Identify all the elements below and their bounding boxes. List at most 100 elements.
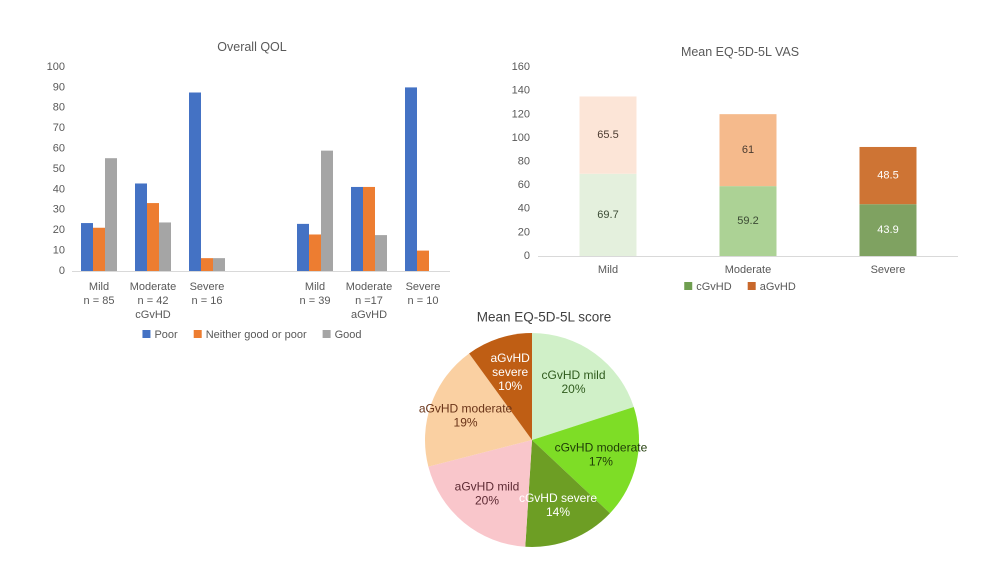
- y-tick-label: 0: [524, 250, 530, 262]
- pie-slice-agvhd-severe: [469, 333, 532, 440]
- bar-poor: [297, 223, 309, 271]
- pie-slice-cgvhd-severe: [525, 440, 610, 548]
- overall-qol-title: Overall QOL: [217, 40, 287, 54]
- data-label: 69.7: [597, 209, 618, 221]
- pie-slices: [425, 333, 639, 548]
- y-tick-label: 90: [53, 81, 65, 93]
- category-label: Mild: [89, 281, 109, 293]
- category-sublabel: n = 85: [84, 295, 115, 307]
- legend: Poor Neither good or poor Good: [142, 329, 362, 341]
- segment-agvhd: [859, 146, 917, 205]
- bar-poor: [189, 92, 201, 271]
- y-tick-label: 30: [53, 204, 65, 216]
- legend-label: Poor: [154, 329, 178, 341]
- bar-neither-good-or-poor: [201, 258, 213, 271]
- category-sublabel: n = 42: [138, 295, 169, 307]
- bar-poor: [405, 87, 417, 272]
- segment-cgvhd: [719, 186, 777, 256]
- y-tick-label: 60: [53, 143, 65, 155]
- pie-label: 20%: [561, 382, 585, 396]
- data-label: 61: [742, 144, 754, 156]
- category-sublabel: n =17: [355, 295, 383, 307]
- pie-label: 17%: [589, 455, 613, 469]
- pie-label: 10%: [498, 379, 522, 393]
- pie-label: aGvHD mild: [455, 480, 520, 494]
- pie-label: cGvHD moderate: [555, 441, 648, 455]
- pie-label: aGvHD: [491, 351, 531, 365]
- segment-agvhd: [719, 114, 777, 187]
- bar-good: [159, 222, 171, 271]
- segment-cgvhd: [579, 173, 637, 256]
- segment-agvhd: [579, 96, 637, 174]
- y-tick-label: 60: [518, 179, 530, 191]
- pie-label: 14%: [546, 505, 570, 519]
- category-label: Mild: [305, 281, 325, 293]
- bar-poor: [81, 223, 93, 271]
- y-tick-label: 80: [518, 156, 530, 168]
- y-tick-label: 50: [53, 163, 65, 175]
- category-label: Severe: [190, 281, 225, 293]
- y-tick-label: 20: [53, 224, 65, 236]
- y-tick-label: 10: [53, 245, 65, 257]
- category-sublabel: n = 39: [300, 295, 331, 307]
- bar-poor: [135, 183, 147, 271]
- pie-slice-agvhd-moderate: [425, 353, 532, 467]
- bar-neither-good-or-poor: [417, 250, 429, 271]
- data-label: 43.9: [877, 224, 898, 236]
- legend-label: aGvHD: [760, 281, 796, 293]
- y-tick-label: 40: [518, 203, 530, 215]
- axis-group-label: aGvHD: [351, 309, 387, 321]
- y-tick-label: 100: [47, 61, 65, 73]
- y-tick-label: 0: [59, 265, 65, 277]
- pie-slice-agvhd-mild: [428, 440, 532, 547]
- category-label: Moderate: [725, 264, 771, 276]
- y-tick-label: 40: [53, 183, 65, 195]
- y-tick-label: 20: [518, 226, 530, 238]
- data-label: 65.5: [597, 129, 618, 141]
- pie-label: 19%: [454, 415, 478, 429]
- category-label: Mild: [598, 264, 618, 276]
- pie-slice-cgvhd-moderate: [532, 406, 639, 514]
- bar-neither-good-or-poor: [363, 186, 375, 271]
- category-sublabel: n = 10: [408, 295, 439, 307]
- legend-swatch: [142, 330, 151, 338]
- category-label: Severe: [871, 264, 906, 276]
- pie-label: aGvHD moderate: [419, 401, 513, 415]
- y-tick-label: 70: [53, 122, 65, 134]
- pie-label: cGvHD mild: [542, 368, 606, 382]
- vas-chart: 0 20 40 60 80 100 120 140 160 69.7 65.5 Mild 59.2 61 M…: [512, 61, 958, 293]
- vas-chart-title: Mean EQ-5D-5L VAS: [680, 45, 800, 59]
- legend: cGvHD aGvHD: [684, 281, 796, 293]
- category-label: Moderate: [130, 281, 176, 293]
- legend-swatch: [684, 282, 693, 290]
- pie-slice-cgvhd-mild: [532, 333, 634, 440]
- legend-label: Good: [335, 329, 362, 341]
- overall-qol-chart: 0 10 20 30 40 50 60 70 80 90 100 Mild n = 85 Moderate…: [47, 61, 450, 341]
- legend-swatch: [747, 282, 756, 290]
- legend-swatch: [193, 330, 202, 338]
- score-pie-title: Mean EQ-5D-5L score: [476, 309, 612, 325]
- bar-poor: [351, 186, 363, 271]
- segment-cgvhd: [859, 204, 917, 256]
- bar-neither-good-or-poor: [93, 227, 105, 271]
- legend-label: Neither good or poor: [206, 329, 307, 341]
- pie-label: cGvHD severe: [519, 491, 597, 505]
- axis-group-label: cGvHD: [135, 309, 171, 321]
- bar-neither-good-or-poor: [147, 203, 159, 271]
- category-sublabel: n = 16: [192, 295, 223, 307]
- y-tick-label: 100: [512, 132, 530, 144]
- category-label: Severe: [406, 281, 441, 293]
- bar-good: [105, 158, 117, 271]
- bar-neither-good-or-poor: [309, 234, 321, 271]
- data-label: 48.5: [877, 169, 898, 181]
- bar-good: [375, 235, 387, 271]
- bar-good: [213, 258, 225, 271]
- y-tick-label: 160: [512, 61, 530, 73]
- y-tick-label: 80: [53, 102, 65, 114]
- pie-label: 20%: [475, 494, 499, 508]
- bar-good: [321, 150, 333, 271]
